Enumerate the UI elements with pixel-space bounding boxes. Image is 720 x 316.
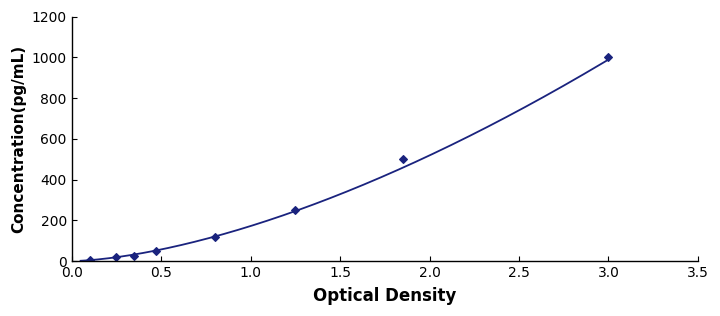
X-axis label: Optical Density: Optical Density	[313, 287, 456, 305]
Y-axis label: Concentration(pg/mL): Concentration(pg/mL)	[11, 45, 26, 233]
